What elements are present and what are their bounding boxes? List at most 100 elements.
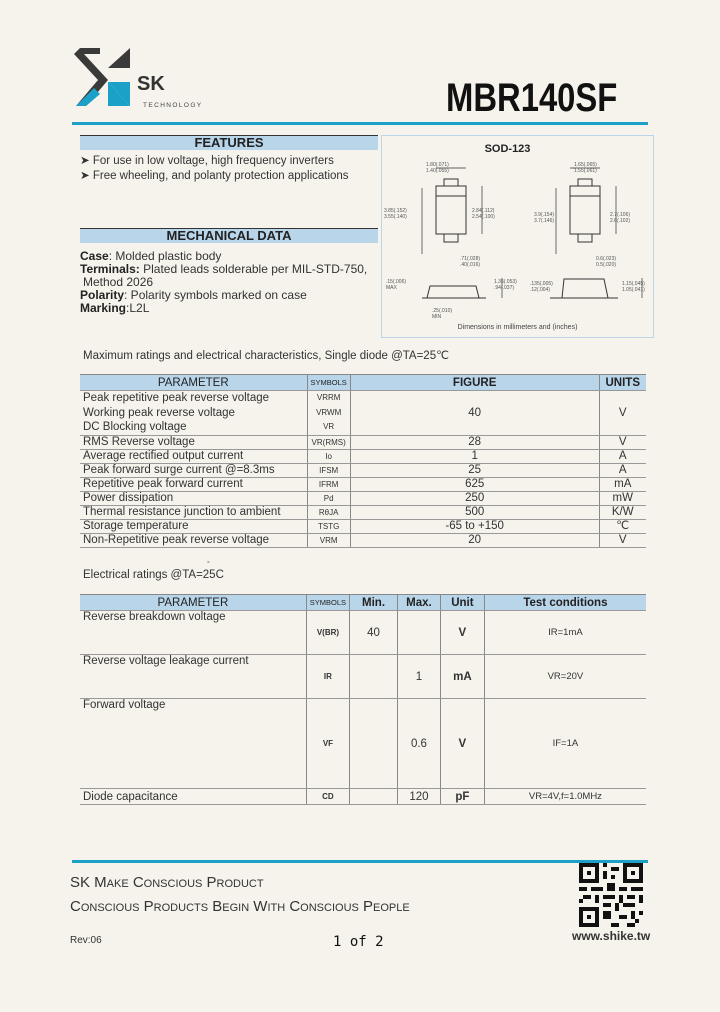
cell-param: Storage temperature	[80, 519, 308, 534]
dim-label: 1.35(.053) .94(.037)	[494, 279, 517, 291]
package-outline-drawing	[421, 167, 643, 299]
cell-symbol: VRM	[306, 533, 351, 548]
logo-text: SK	[137, 73, 165, 95]
cell-unit: V	[598, 435, 646, 450]
page-number: 1 of 2	[333, 934, 384, 950]
dim-label: 3.85(.152) 3.55(.140)	[384, 208, 407, 220]
package-diagram: SOD-123 1.80(.071) 1.40(.055) 3.85(.152) 3…	[381, 135, 654, 338]
logo-subtext: TECHNOLOGY	[143, 102, 203, 109]
cell-cond: IF=1A	[483, 698, 646, 789]
table-row: Peak forward surge current @=8.3ms IFSM 25…	[80, 463, 646, 478]
cell-symbol: VF	[305, 698, 350, 789]
cell-unit: mA	[598, 477, 646, 492]
cell-figure: -65 to +150	[349, 519, 600, 534]
elec-ratings-caption: Electrical ratings @TA=25C	[83, 569, 224, 581]
table-row: Reverse voltage leakage current IR 1 mA VR=2…	[80, 654, 646, 699]
dim-label: 1.80(.071) 1.40(.055)	[426, 162, 449, 174]
cell-figure: 25	[349, 463, 600, 478]
cell-figure: 1	[349, 449, 600, 464]
cell-figure: 20	[349, 533, 600, 548]
package-name: SOD-123	[484, 143, 531, 155]
cell-param: Reverse breakdown voltage	[80, 610, 307, 655]
feature-item: ➤ For use in low voltage, high frequency…	[80, 155, 334, 167]
cell-min	[349, 788, 398, 805]
cell-cond: VR=4V,f=1.0MHz	[483, 788, 646, 805]
footer-rule	[72, 860, 648, 863]
cell-figure: 250	[349, 491, 600, 506]
cell-symbol: VR(RMS)	[306, 435, 351, 450]
cell-unit: A	[598, 463, 646, 478]
table-row: Thermal resistance junction to ambient Rθ…	[80, 505, 646, 520]
cell-param: Reverse voltage leakage current	[80, 654, 307, 699]
cell-symbol: Io	[306, 449, 351, 464]
cell-symbol: V(BR)	[305, 610, 350, 655]
cell-cond: IR=1mA	[483, 610, 646, 655]
table-row: Storage temperature TSTG -65 to +150 ℃	[80, 519, 646, 534]
table-header-row: PARAMETER SYMBOLS FIGURE UNITS	[80, 374, 646, 391]
cell-min	[349, 698, 398, 789]
max-ratings-caption: Maximum ratings and electrical character…	[83, 350, 450, 362]
features-list: ➤ For use in low voltage, high frequency…	[80, 154, 380, 184]
dim-label: 2.7(.106) 2.6(.102)	[610, 212, 631, 224]
cell-max: 120	[396, 788, 441, 805]
cell-unit: V	[439, 698, 485, 789]
sk-logo-icon	[74, 48, 130, 106]
cell-param: Non-Repetitive peak reverse voltage	[80, 533, 308, 548]
table-row: Reverse breakdown voltage V(BR) 40 V IR=1mA	[80, 610, 646, 655]
cell-param: Thermal resistance junction to ambient	[80, 505, 308, 520]
cell-symbol: IFRM	[306, 477, 351, 492]
cell-symbol: RθJA	[306, 505, 351, 520]
cell-unit: V	[598, 533, 646, 548]
mechanical-data: Case: Molded plastic body Terminals: Pla…	[80, 249, 368, 315]
qr-code-icon	[579, 863, 643, 927]
cell-max	[396, 610, 441, 655]
table-row: Power dissipation Pd 250 mW	[80, 491, 646, 506]
cell-max: 1	[396, 654, 441, 699]
cell-param: Peak forward surge current @=8.3ms	[80, 463, 308, 478]
table-header-row: PARAMETER SYMBOLS Min. Max. Unit Test co…	[80, 594, 646, 611]
cell-unit: A	[598, 449, 646, 464]
cell-param: Forward voltage	[80, 698, 307, 789]
cell-unit: V	[439, 610, 485, 655]
cell-max: 0.6	[396, 698, 441, 789]
feature-item: ➤ Free wheeling, and polanty protection …	[80, 170, 349, 182]
diagram-caption: Dimensions in millimeters and (inches)	[457, 324, 578, 331]
cell-param: Power dissipation	[80, 491, 308, 506]
dim-label: 3.9(.154) 3.7(.146)	[534, 212, 555, 224]
features-heading: FEATURES	[80, 135, 378, 150]
cell-symbol: TSTG	[306, 519, 351, 534]
elec-ratings-table: PARAMETER SYMBOLS Min. Max. Unit Test co…	[80, 594, 646, 805]
dim-label: 2.84(.112) 2.54(.100)	[472, 208, 495, 220]
cell-param: Repetitive peak forward current	[80, 477, 308, 492]
cell-symbol: IFSM	[306, 463, 351, 478]
max-ratings-table: PARAMETER SYMBOLS FIGURE UNITS Peak repe…	[80, 374, 646, 548]
dim-label: .25(.010) MIN	[432, 308, 453, 320]
mechanical-heading: MECHANICAL DATA	[80, 228, 378, 243]
bullet-icon: ➤	[80, 155, 93, 167]
degree-mark: °	[207, 561, 210, 568]
cell-unit: K/W	[598, 505, 646, 520]
header-rule	[72, 122, 648, 125]
cell-unit: ℃	[598, 519, 646, 534]
revision: Rev:06	[70, 935, 102, 946]
table-row: Average rectified output current Io 1 A	[80, 449, 646, 464]
cell-figure: 625	[349, 477, 600, 492]
cell-cond: VR=20V	[483, 654, 646, 699]
dim-label: .15(.006) MAX	[386, 279, 407, 291]
cell-unit: mW	[598, 491, 646, 506]
cell-symbol: CD	[305, 788, 350, 805]
footer-slogan-2: Conscious Products Begin With Conscious …	[70, 898, 410, 915]
part-number-title: MBR140SF	[446, 76, 618, 120]
cell-figure: 28	[349, 435, 600, 450]
website-link[interactable]: www.shike.tw	[572, 929, 651, 943]
cell-min: 40	[349, 610, 398, 655]
dim-label: 1.65(.065) 1.55(.061)	[574, 162, 597, 174]
dim-label: 0.6(.023) 0.5(.020)	[596, 256, 617, 268]
bullet-icon: ➤	[80, 170, 93, 182]
dim-label: .71(.028) .40(.016)	[460, 256, 481, 268]
cell-param: Average rectified output current	[80, 449, 308, 464]
cell-unit: mA	[439, 654, 485, 699]
cell-symbol: Pd	[306, 491, 351, 506]
table-row: Peak repetitive peak reverse voltage Work…	[80, 390, 646, 436]
footer-slogan-1: SK Make Conscious Product	[70, 874, 264, 891]
